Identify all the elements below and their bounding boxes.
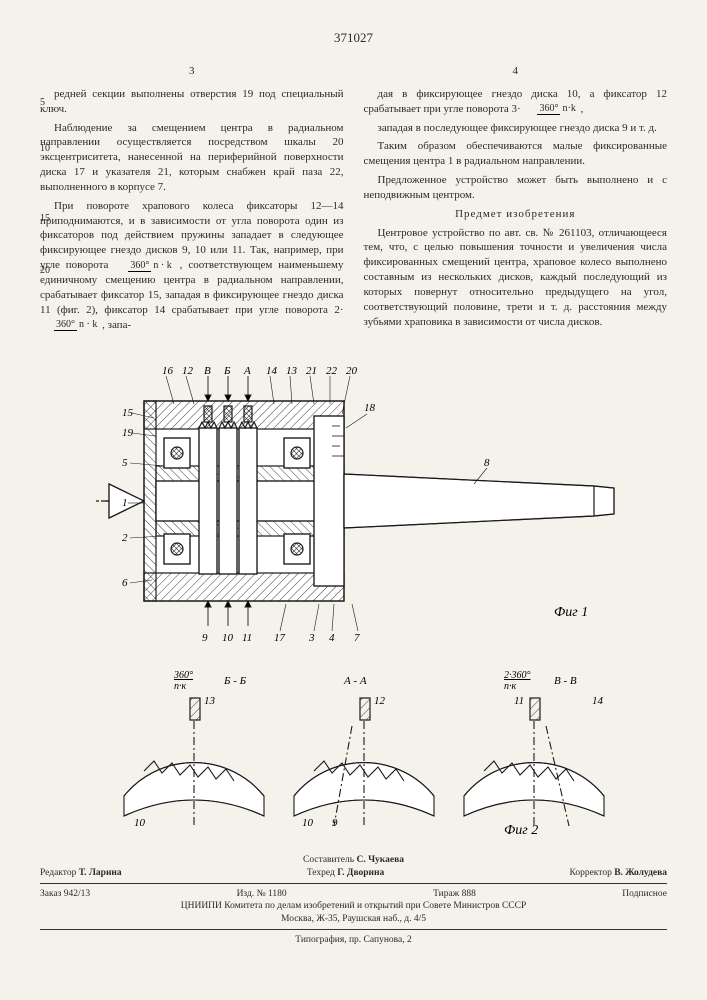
- callout: В: [204, 365, 211, 377]
- callout: А: [243, 365, 251, 377]
- para: дая в фиксирующее гнездо диска 10, а фик…: [364, 87, 668, 117]
- callout: 15: [122, 407, 134, 419]
- figure-1: 16 12 В Б А 14 13 21 22 20: [40, 356, 667, 646]
- line-marker: 10: [40, 142, 50, 156]
- para: Таким образом обеспечиваются малые фикси…: [364, 139, 668, 169]
- callout: 8: [484, 457, 490, 469]
- callout: 22: [326, 365, 338, 377]
- svg-text:13: 13: [204, 695, 216, 707]
- svg-text:360° п·к: 360° п·к: [173, 670, 196, 692]
- callout: 13: [286, 365, 298, 377]
- para: Наблюдение за смещением центра в радиаль…: [40, 121, 344, 195]
- para: При повороте храпового колеса фиксаторы …: [40, 199, 344, 333]
- callout: 2: [122, 532, 128, 544]
- figure-2: 360° п·к Б - Б 13 10: [40, 666, 667, 836]
- page-num-right: 4: [364, 64, 668, 79]
- callout: 9: [202, 632, 208, 644]
- claim-text: Центровое устройство по авт. св. № 26110…: [364, 226, 668, 330]
- callout: 12: [182, 365, 194, 377]
- para: Предложенное устройство может быть выпол…: [364, 173, 668, 203]
- svg-text:11: 11: [514, 695, 524, 707]
- callout: 1: [122, 497, 128, 509]
- text-columns: 5 10 15 20 3 редней секции выполнены отв…: [40, 64, 667, 336]
- claim-title: Предмет изобретения: [364, 207, 668, 222]
- callout: 17: [274, 632, 286, 644]
- line-marker: 5: [40, 96, 45, 110]
- callout: 7: [354, 632, 360, 644]
- svg-text:2·360° п·к: 2·360° п·к: [504, 670, 533, 692]
- callout: 6: [122, 577, 128, 589]
- svg-text:А - А: А - А: [343, 675, 367, 687]
- svg-text:14: 14: [592, 695, 604, 707]
- callout: 10: [222, 632, 234, 644]
- svg-text:Б - Б: Б - Б: [223, 675, 247, 687]
- callout: Б: [223, 365, 231, 377]
- callout: 16: [162, 365, 174, 377]
- callout: 14: [266, 365, 278, 377]
- callout: 18: [364, 402, 376, 414]
- callout: 4: [329, 632, 335, 644]
- para: западая в последующее фиксирующее гнездо…: [364, 121, 668, 136]
- svg-text:12: 12: [374, 695, 386, 707]
- callout: 21: [306, 365, 317, 377]
- callout: 20: [346, 365, 358, 377]
- fig1-label: Фиг 1: [554, 605, 588, 620]
- patent-number: 371027: [40, 30, 667, 46]
- svg-text:10: 10: [302, 817, 314, 829]
- callout: 19: [122, 427, 134, 439]
- line-marker: 20: [40, 264, 50, 278]
- para: редней секции выполнены отверстия 19 под…: [40, 87, 344, 117]
- page-num-left: 3: [40, 64, 344, 79]
- footer: Составитель С. Чукаева Редактор Т. Ларин…: [40, 854, 667, 946]
- line-marker: 15: [40, 212, 50, 226]
- svg-text:В - В: В - В: [554, 675, 577, 687]
- callout: 3: [308, 632, 315, 644]
- fig2-label: Фиг 2: [504, 823, 538, 836]
- svg-text:10: 10: [134, 817, 146, 829]
- callout: 5: [122, 457, 128, 469]
- svg-text:9: 9: [332, 817, 338, 829]
- right-column: 4 дая в фиксирующее гнездо диска 10, а ф…: [364, 64, 668, 336]
- callout: 11: [242, 632, 252, 644]
- left-column: 3 редней секции выполнены отверстия 19 п…: [40, 64, 344, 336]
